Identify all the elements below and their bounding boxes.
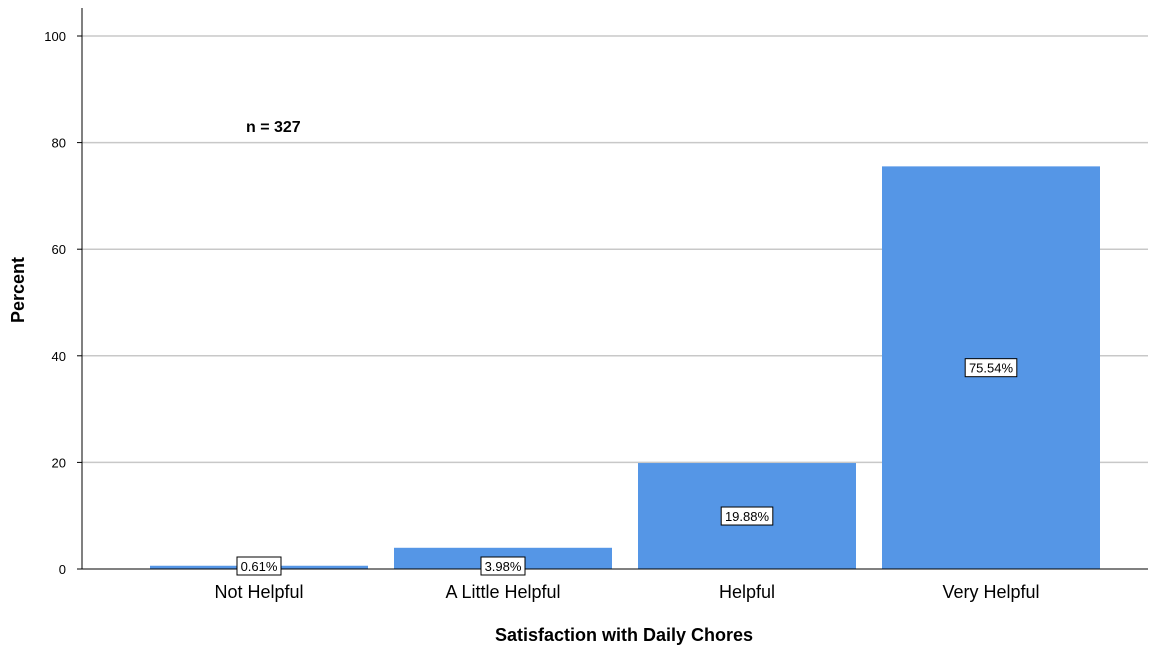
x-tick-labels: Not Helpful A Little Helpful Helpful Very H… bbox=[214, 582, 1039, 602]
data-label-text: 3.98% bbox=[485, 559, 522, 574]
data-label-box bbox=[480, 556, 526, 576]
data-label-helpful: 19.88% bbox=[720, 506, 774, 526]
x-tick-label-not-helpful: Not Helpful bbox=[214, 582, 303, 602]
data-label-a-little-helpful: 3.98% bbox=[480, 556, 526, 576]
data-label-box bbox=[236, 556, 282, 576]
y-tick-label-100: 100 bbox=[44, 29, 66, 44]
y-tick-label-0: 0 bbox=[59, 562, 66, 577]
y-tick-label-60: 60 bbox=[52, 242, 66, 257]
data-label-text: 19.88% bbox=[725, 509, 770, 524]
bars bbox=[150, 166, 1100, 569]
data-label-box bbox=[720, 506, 774, 526]
x-axis-title: Satisfaction with Daily Chores bbox=[495, 625, 753, 645]
x-tick-label-very-helpful: Very Helpful bbox=[942, 582, 1039, 602]
data-label-text: 75.54% bbox=[969, 361, 1014, 376]
data-label-very-helpful: 75.54% bbox=[964, 358, 1018, 378]
y-axis-title: Percent bbox=[8, 257, 28, 323]
data-label-text: 0.61% bbox=[241, 559, 278, 574]
x-tick-label-helpful: Helpful bbox=[719, 582, 775, 602]
data-labels: 0.61% 3.98% 19.88% 75.54% bbox=[236, 358, 1018, 576]
data-label-box bbox=[964, 358, 1018, 378]
y-tick-label-40: 40 bbox=[52, 349, 66, 364]
y-tick-labels: 0 20 40 60 80 100 bbox=[44, 29, 82, 577]
x-tick-label-a-little-helpful: A Little Helpful bbox=[445, 582, 560, 602]
y-tick-label-20: 20 bbox=[52, 455, 66, 470]
data-label-not-helpful: 0.61% bbox=[236, 556, 282, 576]
sample-size-annotation: n = 327 bbox=[246, 119, 301, 136]
y-tick-label-80: 80 bbox=[52, 136, 66, 151]
